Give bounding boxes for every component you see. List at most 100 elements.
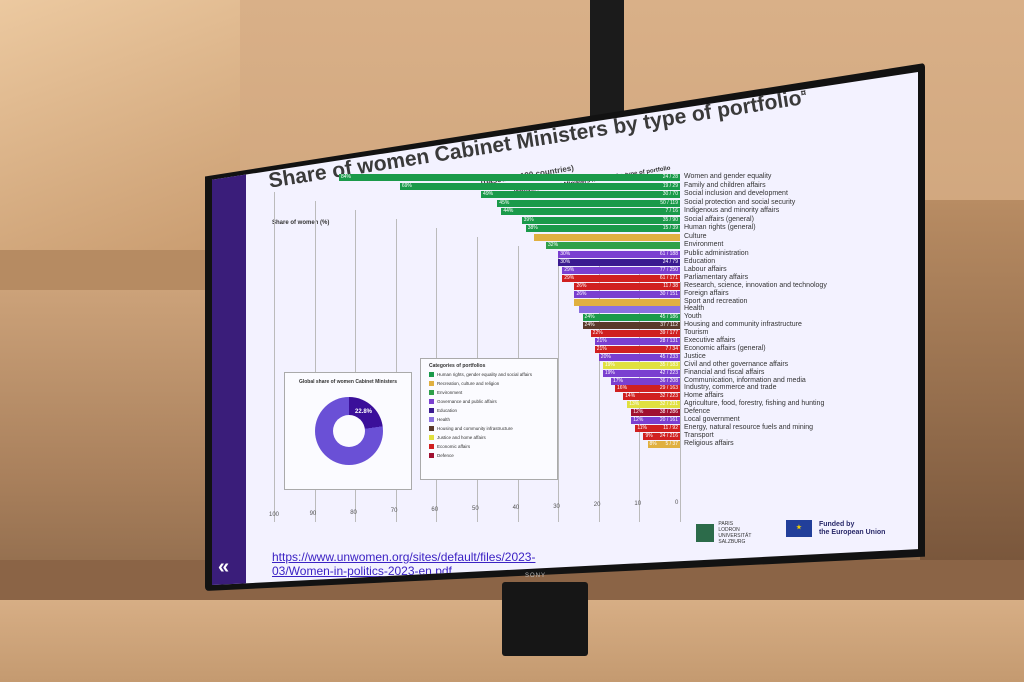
bar-count-label: 29 / 163 — [659, 385, 678, 392]
bar: 39% 35 / 90 — [521, 216, 680, 224]
legend-label: Human rights, gender equality and social… — [437, 372, 532, 377]
category-label: Social inclusion and development — [684, 190, 788, 197]
x-tick-label: 30 — [553, 503, 560, 510]
bar: 16% 29 / 163 — [615, 385, 680, 393]
bar-count-label: 38 / 286 — [659, 409, 678, 416]
legend-swatch — [429, 381, 434, 386]
bar: 45% 50 / 119 — [497, 199, 680, 207]
gridline — [395, 219, 397, 522]
eu-flag-icon: ★ — [786, 520, 812, 537]
bar-percent-label: 11% — [637, 424, 647, 431]
bar: 12% 38 / 286 — [631, 409, 680, 417]
bar: 44% 7 / 16 — [501, 208, 680, 215]
legend-swatch — [429, 399, 434, 404]
bar-count-label: 24 / 79 — [662, 259, 678, 265]
bar-percent-label: 9% — [645, 432, 653, 439]
bar-percent-label: 24% — [584, 314, 595, 321]
category-label: Foreign affairs — [684, 289, 729, 297]
eu-funding-logo: ★ Funded by the European Union — [786, 520, 885, 537]
bar-percent-label: 19% — [604, 369, 615, 376]
bar-count-label: 32 / 223 — [659, 393, 678, 400]
legend-label: Education — [437, 408, 458, 413]
x-tick-label: 80 — [350, 509, 357, 516]
x-tick-label: 70 — [390, 508, 398, 515]
bar: 21% 7 / 34 — [594, 345, 680, 353]
x-tick-label: 100 — [269, 512, 280, 518]
logo-line: LODRON — [718, 527, 740, 533]
bar: 9% 24 / 216 — [643, 432, 680, 440]
bar: 20% 45 / 233 — [598, 353, 680, 361]
bar-count-label: 35 / 90 — [662, 216, 678, 223]
legend-swatch — [429, 408, 434, 413]
bar-count-label: 24 / 28 — [662, 174, 678, 180]
category-label: Indigenous and minority affairs — [684, 207, 780, 214]
bar-percent-label: 45% — [499, 199, 510, 206]
bar-percent-label: 24% — [584, 322, 595, 329]
bar: 24% 45 / 186 — [582, 314, 680, 322]
bar-percent-label: 30% — [560, 259, 571, 265]
logo-line: PARIS — [718, 521, 734, 527]
donut-header: Global share of women Cabinet Ministers — [298, 379, 398, 385]
legend-item: Health — [429, 416, 557, 423]
category-label: Industry, commerce and trade — [684, 384, 777, 392]
double-chevron-left-icon[interactable]: « — [218, 556, 230, 578]
mounting-pole — [590, 0, 624, 120]
bar — [574, 298, 680, 306]
bar-percent-label: 13% — [629, 401, 640, 408]
source-link-line[interactable]: 03/Women-in-politics-2023-en.pdf — [272, 564, 452, 578]
bar: 69% 19 / 29 — [399, 182, 680, 190]
category-label: Social protection and social security — [684, 198, 796, 206]
bar-percent-label: 84% — [340, 174, 351, 180]
bar-percent-label: 32% — [548, 242, 559, 248]
legend-panel: Categories of portfolios Human rights, g… — [420, 358, 558, 480]
bar-percent-label: 14% — [625, 393, 636, 400]
legend-label: Recreation, culture and religion — [437, 381, 500, 386]
gridline — [598, 264, 600, 522]
x-tick-label: 10 — [634, 501, 642, 508]
bar-percent-label: 26% — [576, 290, 587, 297]
legend-swatch — [429, 417, 434, 422]
legend-label: Governance and public affairs — [437, 399, 497, 404]
bar-percent-label: 19% — [604, 361, 615, 368]
category-label: Transport — [684, 431, 714, 439]
bar: 84% 24 / 28 — [338, 174, 680, 181]
category-label: Housing and community infrastructure — [684, 321, 802, 329]
x-tick-label: 60 — [431, 507, 439, 514]
monitor-mount — [502, 582, 588, 656]
legend-item: Human rights, gender equality and social… — [429, 371, 557, 378]
bar: 11% 11 / 92 — [635, 424, 680, 432]
bar-percent-label: 17% — [612, 377, 623, 384]
legend-item: Defence — [429, 452, 557, 459]
bar-count-label: 32 / 231 — [659, 401, 678, 408]
bar-percent-label: 29% — [564, 274, 575, 281]
x-tick-label: 0 — [675, 500, 679, 506]
bar-percent-label: 16% — [617, 385, 628, 392]
university-logo: PARIS LODRON UNIVERSITÄT SALZBURG — [696, 521, 751, 545]
bar: 24% 37 / 112 — [582, 322, 680, 330]
global-share-panel: Global share of women Cabinet Ministers … — [284, 372, 412, 490]
bar-count-label: 37 / 112 — [660, 322, 678, 329]
category-label: Justice — [684, 352, 706, 360]
category-label: Youth — [684, 313, 702, 321]
legend-item: Recreation, culture and religion — [429, 380, 557, 387]
source-link-line[interactable]: https://www.unwomen.org/sites/default/fi… — [272, 550, 536, 564]
legend-swatch — [429, 435, 434, 440]
university-crest-icon — [696, 524, 714, 542]
bar: 13% 32 / 231 — [627, 401, 680, 409]
category-label: Communication, information and media — [684, 376, 806, 384]
category-label: Family and children affairs — [684, 181, 766, 189]
source-link[interactable]: https://www.unwomen.org/sites/default/fi… — [272, 550, 535, 578]
category-label: Tourism — [684, 329, 709, 337]
bar — [578, 306, 680, 314]
x-tick-label: 20 — [593, 502, 601, 509]
bar-count-label: 36 / 208 — [659, 377, 678, 384]
category-label: Women and gender equality — [684, 173, 772, 180]
bar-count-label: 7 / 34 — [665, 345, 678, 352]
category-label: Energy, natural resource fuels and minin… — [684, 423, 814, 431]
category-label: Home affairs — [684, 392, 724, 400]
bar-percent-label: 39% — [523, 216, 534, 223]
bar: 21% 28 / 131 — [594, 338, 680, 345]
bar-count-label: 28 / 131 — [659, 338, 678, 344]
legend-swatch — [429, 444, 434, 449]
bar-count-label: 61 / 171 — [659, 274, 678, 281]
